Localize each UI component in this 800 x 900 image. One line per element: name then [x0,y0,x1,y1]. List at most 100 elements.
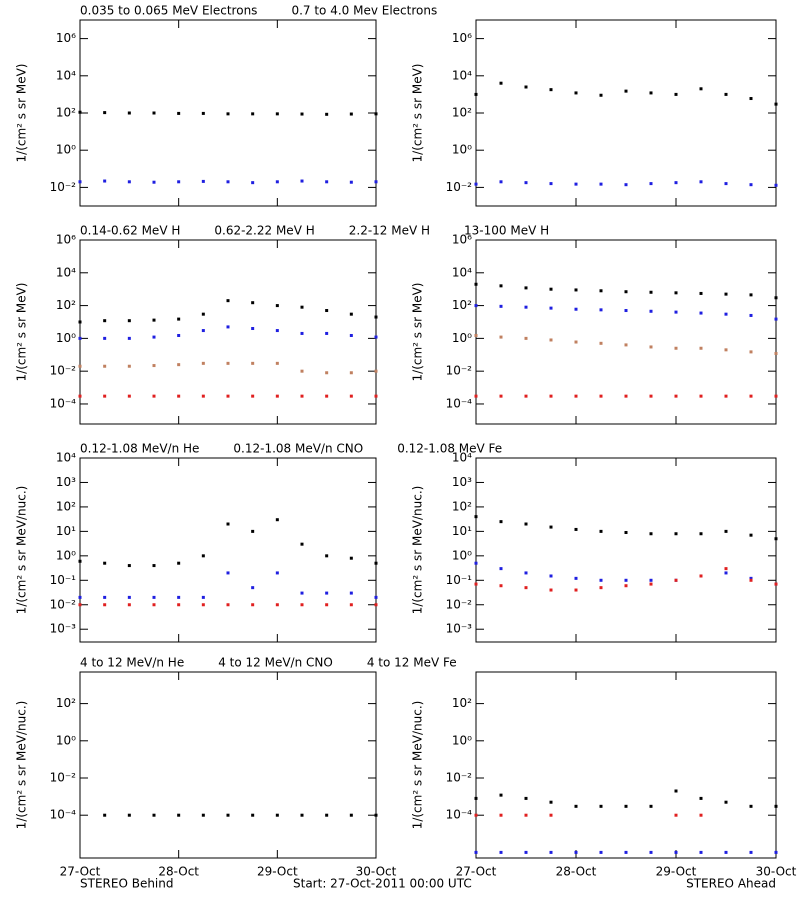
legend-entry: 0.7 to 4.0 Mev Electrons [291,4,437,18]
data-point [624,804,628,808]
footer-right: STEREO Ahead [686,877,776,891]
data-point [724,850,728,854]
data-point [127,603,131,607]
data-point [724,292,728,296]
y-tick-label: 10³ [452,475,472,489]
data-point [152,813,156,817]
plot-frame [475,457,777,643]
data-point [524,813,528,817]
data-point [226,180,230,184]
data-point [201,595,205,599]
data-point [474,850,478,854]
data-point [152,564,156,568]
y-tick-label: 10⁻² [50,180,77,194]
data-point [699,574,703,578]
data-point [774,183,778,187]
data-point [649,345,653,349]
data-point [549,850,553,854]
data-point [724,571,728,575]
y-axis-label: 1/(cm² s sr MeV) [411,283,425,382]
data-point [78,394,82,398]
data-point [699,87,703,91]
y-tick-label: 10⁰ [56,143,76,157]
y-axis-label: 1/(cm² s sr MeV) [15,283,29,382]
data-point [749,183,753,187]
data-point [325,554,329,558]
y-tick-label: 10⁻² [50,364,77,378]
y-tick-label: 10⁻⁴ [50,808,77,822]
data-point [251,361,255,365]
y-tick-label: 10⁴ [56,68,76,82]
plot-frame [79,239,377,425]
y-tick-label: 10⁶ [452,31,472,45]
data-point [574,394,578,398]
legend-entry: 4 to 12 MeV Fe [367,656,457,670]
data-point [674,310,678,314]
data-point [226,813,230,817]
y-axis-label: 1/(cm² s sr MeV) [411,64,425,163]
data-point [624,183,628,187]
data-point [524,394,528,398]
data-point [103,336,107,340]
data-point [374,561,378,565]
data-point [349,371,353,375]
data-point [152,394,156,398]
data-point [549,287,553,291]
data-point [699,850,703,854]
data-point [599,308,603,312]
data-point [624,290,628,294]
data-point [749,313,753,317]
data-point [152,111,156,115]
data-point [300,591,304,595]
data-point [374,335,378,339]
y-tick-label: 10⁰ [56,331,76,345]
data-point [349,112,353,116]
data-point [499,520,503,524]
data-point [549,338,553,342]
data-point [251,327,255,331]
data-point [103,595,107,599]
data-point [349,556,353,560]
data-point [599,394,603,398]
data-point [78,559,82,563]
data-point [474,182,478,186]
data-point [649,182,653,186]
data-point [524,796,528,800]
y-tick-label: 10² [56,696,76,710]
y-tick-label: 10² [56,499,76,513]
y-tick-label: 10⁴ [452,451,472,465]
data-point [226,571,230,575]
data-point [251,181,255,185]
data-point [774,351,778,355]
data-point [275,361,279,365]
data-point [574,307,578,311]
legend-entry: 4 to 12 MeV/n CNO [218,656,333,670]
data-point [524,286,528,290]
data-point [300,305,304,309]
data-point [599,93,603,97]
data-point [774,296,778,300]
data-point [349,333,353,337]
data-point [251,301,255,305]
data-point [774,850,778,854]
y-tick-label: 10⁻¹ [50,573,77,587]
data-point [674,394,678,398]
data-point [749,804,753,808]
data-point [127,813,131,817]
data-point [474,282,478,286]
data-point [201,813,205,817]
data-point [474,813,478,817]
data-point [774,582,778,586]
data-point [78,320,82,324]
data-point [524,571,528,575]
data-point [574,588,578,592]
data-point [251,112,255,116]
data-point [226,112,230,116]
x-tick-label: 29-Oct [656,865,697,879]
y-axis-label: 1/(cm² s sr MeV) [15,64,29,163]
data-point [624,309,628,313]
data-point [574,91,578,95]
data-point [201,603,205,607]
data-point [724,92,728,96]
x-tick-label: 30-Oct [356,865,397,879]
